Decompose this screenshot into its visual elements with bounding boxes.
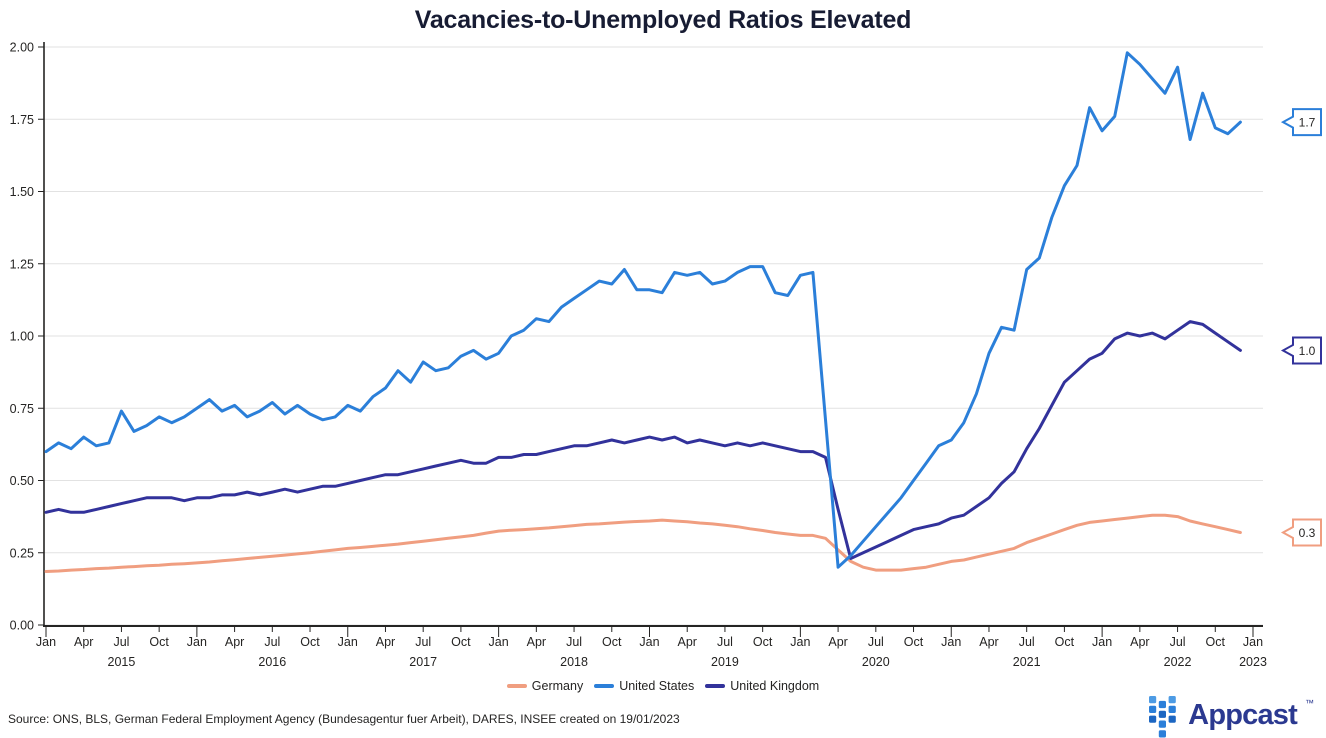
appcast-logo-text: Appcast — [1188, 699, 1298, 731]
trademark-symbol: ™ — [1305, 698, 1314, 708]
x-axis-label: Jan — [489, 635, 509, 649]
x-axis-label: Oct — [602, 635, 622, 649]
x-axis-label: Apr — [828, 635, 847, 649]
x-axis-label: Apr — [376, 635, 395, 649]
legend-dash-icon — [506, 684, 527, 688]
x-axis-label: Apr — [225, 635, 244, 649]
x-axis-label: Apr — [677, 635, 696, 649]
year-label: 2022 — [1164, 655, 1192, 669]
logo-square — [1168, 715, 1176, 723]
x-axis-label: Apr — [527, 635, 546, 649]
logo-square — [1168, 705, 1176, 713]
year-label: 2017 — [409, 655, 437, 669]
x-axis-label: Oct — [1206, 635, 1226, 649]
x-axis-label: Jul — [1019, 635, 1035, 649]
y-axis-label: 2.00 — [10, 41, 34, 55]
x-axis-label: Jul — [717, 635, 733, 649]
x-axis-label: Jul — [415, 635, 431, 649]
year-label: 2016 — [258, 655, 286, 669]
end-callout-united-states — [1280, 108, 1322, 137]
logo-square — [1158, 730, 1167, 738]
legend-label: United Kingdom — [730, 679, 820, 693]
x-axis-label: Jan — [187, 635, 207, 649]
x-axis-label: Jul — [566, 635, 582, 649]
y-axis-label: 1.00 — [10, 330, 34, 344]
logo-square — [1158, 700, 1167, 709]
x-axis-label: Jan — [338, 635, 358, 649]
legend-dash-icon — [594, 684, 615, 688]
appcast-grid-icon — [1149, 696, 1176, 738]
appcast-logo: Appcast ™ — [1149, 696, 1314, 738]
legend-item-united-kingdom[interactable]: United Kingdom — [705, 679, 819, 693]
x-axis-label: Jul — [264, 635, 280, 649]
x-axis-label: Jan — [36, 635, 56, 649]
legend-item-united-states[interactable]: United States — [594, 679, 694, 693]
x-axis-label: Apr — [979, 635, 998, 649]
logo-square — [1158, 720, 1167, 728]
legend-label: United States — [619, 679, 695, 693]
end-callout-united-kingdom — [1280, 336, 1322, 365]
end-label-united-kingdom: 1.0 — [1299, 344, 1316, 358]
x-axis-label: Oct — [451, 635, 471, 649]
year-label: 2023 — [1239, 655, 1267, 669]
series-line-united-states — [44, 51, 1242, 569]
logo-square — [1168, 696, 1176, 704]
source-note: Source: ONS, BLS, German Federal Employm… — [8, 712, 680, 726]
x-axis-label: Jan — [790, 635, 810, 649]
year-label: 2020 — [862, 655, 890, 669]
x-axis-label: Jan — [1092, 635, 1112, 649]
series-line-united-kingdom — [44, 320, 1242, 560]
x-axis-label: Oct — [753, 635, 773, 649]
x-axis-label: Jan — [639, 635, 659, 649]
x-axis-label: Jul — [113, 635, 129, 649]
x-axis-label: Apr — [74, 635, 93, 649]
series-line-germany — [44, 513, 1242, 573]
x-axis-label: Jul — [1170, 635, 1186, 649]
year-label: 2019 — [711, 655, 739, 669]
end-label-germany: 0.3 — [1299, 526, 1316, 540]
legend-label: Germany — [531, 679, 584, 693]
x-axis-label: Apr — [1130, 635, 1149, 649]
y-axis-label: 0.25 — [10, 546, 34, 560]
logo-square — [1149, 715, 1157, 723]
legend-item-germany[interactable]: Germany — [506, 679, 584, 693]
x-axis-label: Oct — [1055, 635, 1075, 649]
y-axis-label: 0.00 — [10, 619, 34, 633]
chart-title: Vacancies-to-Unemployed Ratios Elevated — [414, 6, 912, 34]
end-label-united-states: 1.7 — [1299, 116, 1316, 130]
logo-square — [1149, 696, 1157, 704]
x-axis-label: Oct — [904, 635, 924, 649]
x-axis-label: Oct — [300, 635, 320, 649]
y-axis-label: 1.75 — [10, 113, 34, 127]
year-label: 2021 — [1013, 655, 1041, 669]
logo-square — [1158, 710, 1167, 718]
end-callout-germany — [1280, 518, 1322, 547]
legend-dash-icon — [705, 684, 726, 688]
logo-square — [1149, 705, 1157, 713]
y-axis-label: 1.50 — [10, 185, 34, 199]
year-label: 2015 — [108, 655, 136, 669]
x-axis-label: Jan — [1243, 635, 1263, 649]
x-axis-label: Jul — [868, 635, 884, 649]
y-axis-label: 0.50 — [10, 474, 34, 488]
x-axis-label: Oct — [149, 635, 169, 649]
y-axis-label: 0.75 — [10, 402, 34, 416]
legend: Germany United States United Kingdom — [0, 679, 1326, 693]
y-axis-label: 1.25 — [10, 257, 34, 271]
x-axis-label: Jan — [941, 635, 961, 649]
year-label: 2018 — [560, 655, 588, 669]
